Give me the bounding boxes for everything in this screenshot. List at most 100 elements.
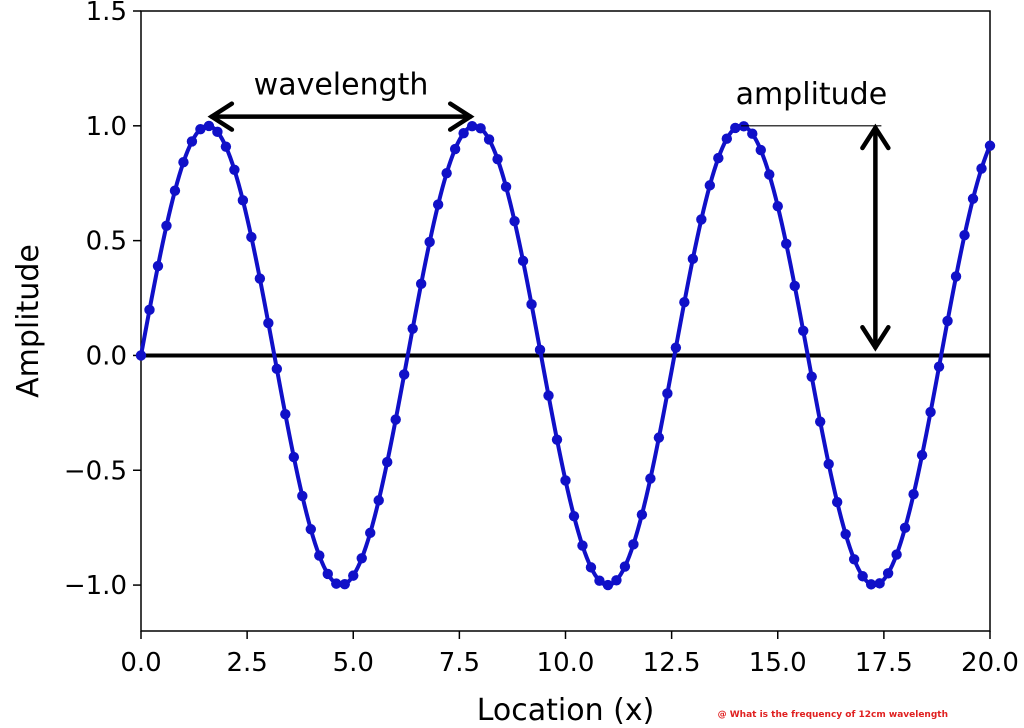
data-point xyxy=(178,157,189,168)
data-point xyxy=(271,363,283,375)
y-tick-label: 0.0 xyxy=(86,341,127,371)
data-point xyxy=(373,495,384,506)
data-point xyxy=(857,571,868,582)
data-point xyxy=(339,578,350,590)
data-point xyxy=(492,154,503,165)
x-tick-label: 0.0 xyxy=(120,648,161,678)
data-point xyxy=(670,342,682,353)
data-point xyxy=(950,271,962,282)
data-point xyxy=(415,278,427,290)
data-point xyxy=(865,579,877,590)
x-tick-label: 12.5 xyxy=(643,648,701,678)
data-point xyxy=(798,325,809,337)
data-point xyxy=(628,539,639,550)
data-point xyxy=(899,522,911,534)
data-point xyxy=(543,390,554,401)
data-point xyxy=(144,304,155,316)
data-point xyxy=(432,199,444,210)
data-point xyxy=(577,540,588,551)
data-point xyxy=(407,323,418,334)
data-point xyxy=(602,579,614,591)
data-point xyxy=(831,496,843,508)
data-point xyxy=(263,317,274,329)
data-point xyxy=(848,554,860,565)
data-point xyxy=(925,406,936,418)
x-tick-label: 15.0 xyxy=(749,648,807,678)
x-tick-label: 5.0 xyxy=(333,648,374,678)
data-point xyxy=(772,200,783,212)
data-point xyxy=(908,489,919,500)
data-point xyxy=(186,136,198,147)
data-point xyxy=(840,529,851,540)
data-point xyxy=(882,568,894,579)
data-point xyxy=(653,432,665,443)
data-point xyxy=(424,236,435,248)
data-point xyxy=(441,167,452,179)
data-point xyxy=(509,215,520,227)
data-point xyxy=(212,126,223,138)
y-tick-label: 1.5 xyxy=(86,0,127,27)
data-point xyxy=(619,561,631,572)
data-point xyxy=(984,140,996,151)
y-tick-label: 0.5 xyxy=(86,227,127,257)
data-point xyxy=(398,369,410,380)
data-point xyxy=(747,128,758,139)
data-point xyxy=(560,475,571,486)
watermark-text: @ What is the frequency of 12cm waveleng… xyxy=(717,710,948,720)
data-point xyxy=(331,578,342,589)
data-point xyxy=(755,144,766,156)
x-axis-title: Location (x) xyxy=(477,693,655,728)
data-point xyxy=(679,296,690,308)
data-point xyxy=(161,220,172,231)
data-point xyxy=(254,273,266,284)
data-point xyxy=(152,260,164,272)
data-point xyxy=(169,185,181,196)
data-point xyxy=(203,120,215,132)
data-point xyxy=(764,169,775,180)
data-point xyxy=(466,120,478,132)
data-point xyxy=(789,280,800,292)
data-point xyxy=(517,255,529,267)
y-tick-label: 1.0 xyxy=(86,112,127,142)
data-point xyxy=(662,388,673,399)
data-point xyxy=(585,562,597,573)
data-point xyxy=(305,524,316,535)
data-point xyxy=(288,451,300,463)
data-point xyxy=(356,553,367,564)
data-point xyxy=(229,164,240,175)
data-point xyxy=(645,473,656,484)
data-point xyxy=(449,143,461,155)
data-point xyxy=(976,163,987,174)
arrow-head xyxy=(447,101,475,132)
data-point xyxy=(730,122,741,134)
data-point xyxy=(891,549,902,560)
x-tick-label: 10.0 xyxy=(537,648,595,678)
data-point xyxy=(806,371,817,382)
amplitude-arrow xyxy=(860,123,891,352)
amplitude-label: amplitude xyxy=(736,77,888,112)
data-point xyxy=(594,575,605,586)
wavelength-label: wavelength xyxy=(254,68,429,103)
data-point xyxy=(382,456,393,468)
sine-series-markers xyxy=(135,120,996,591)
data-point xyxy=(696,214,707,225)
data-point xyxy=(967,193,979,204)
data-point xyxy=(237,195,249,206)
x-tick-label: 20.0 xyxy=(961,648,1019,678)
arrow-head xyxy=(207,101,235,132)
x-axis-ticks: 0.0 2.5 5.0 7.5 10.0 12.5 15.0 17.5 20.0 xyxy=(120,631,1019,678)
data-point xyxy=(314,550,325,561)
data-point xyxy=(713,152,724,164)
x-tick-label: 7.5 xyxy=(439,648,480,678)
x-tick-label: 17.5 xyxy=(855,648,913,678)
data-point xyxy=(942,315,953,327)
data-point xyxy=(611,575,622,586)
data-point xyxy=(475,123,486,134)
data-point xyxy=(551,434,563,445)
data-point xyxy=(916,449,928,461)
data-point xyxy=(781,238,792,250)
data-point xyxy=(823,458,834,470)
data-point xyxy=(348,570,359,581)
y-tick-label: −1.0 xyxy=(64,571,127,601)
data-point xyxy=(534,344,546,356)
